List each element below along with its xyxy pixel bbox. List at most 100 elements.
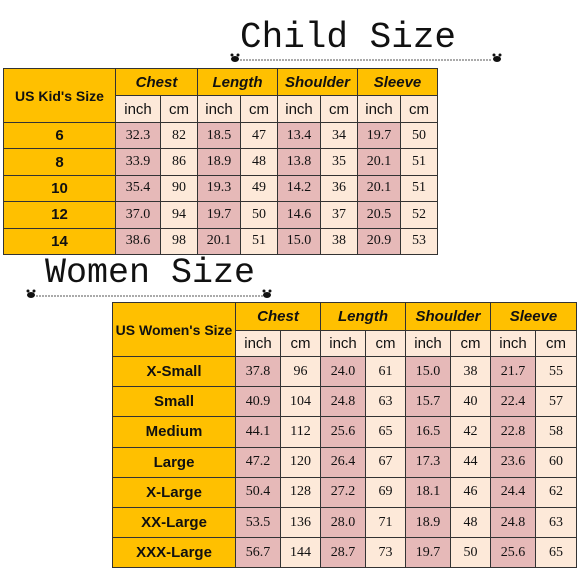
cm-value: 136 [280, 507, 321, 539]
unit-header: inch [490, 330, 536, 357]
group-header: Length [320, 302, 406, 331]
inch-value: 26.4 [320, 446, 366, 478]
inch-value: 40.9 [235, 386, 281, 418]
size-label: XXX-Large [112, 537, 236, 569]
inch-value: 21.7 [490, 356, 536, 388]
inch-value: 24.8 [490, 507, 536, 539]
cm-value: 44 [450, 446, 491, 478]
inch-value: 28.0 [320, 507, 366, 539]
cm-value: 53 [400, 227, 438, 255]
cm-value: 57 [535, 386, 577, 418]
cm-value: 61 [365, 356, 406, 388]
ornament [492, 53, 502, 62]
cm-value: 55 [535, 356, 577, 388]
inch-value: 56.7 [235, 537, 281, 569]
inch-value: 20.5 [357, 201, 401, 229]
unit-header: inch [235, 330, 281, 357]
cm-value: 47 [240, 122, 278, 150]
unit-header: cm [320, 95, 358, 123]
cm-value: 42 [450, 416, 491, 448]
group-header: Sleeve [490, 302, 577, 331]
inch-value: 37.0 [115, 201, 161, 229]
cm-value: 120 [280, 446, 321, 478]
size-label: 12 [3, 201, 116, 229]
inch-value: 28.7 [320, 537, 366, 569]
size-label: 14 [3, 227, 116, 255]
cm-value: 48 [240, 148, 278, 176]
size-label: X-Small [112, 356, 236, 388]
inch-value: 17.3 [405, 446, 451, 478]
unit-header: cm [400, 95, 438, 123]
inch-value: 24.8 [320, 386, 366, 418]
unit-header: inch [197, 95, 241, 123]
cm-value: 112 [280, 416, 321, 448]
cm-value: 65 [365, 416, 406, 448]
inch-value: 20.9 [357, 227, 401, 255]
inch-value: 47.2 [235, 446, 281, 478]
cm-value: 69 [365, 476, 406, 508]
cm-value: 82 [160, 122, 198, 150]
inch-value: 20.1 [197, 227, 241, 255]
inch-value: 22.8 [490, 416, 536, 448]
cm-value: 65 [535, 537, 577, 569]
inch-value: 19.7 [357, 122, 401, 150]
group-header: Length [197, 68, 278, 96]
cm-value: 52 [400, 201, 438, 229]
cm-value: 90 [160, 174, 198, 203]
group-header: Chest [235, 302, 321, 331]
cm-value: 37 [320, 201, 358, 229]
cm-value: 94 [160, 201, 198, 229]
size-label: 10 [3, 174, 116, 203]
inch-value: 18.1 [405, 476, 451, 508]
cm-value: 67 [365, 446, 406, 478]
unit-header: cm [280, 330, 321, 357]
inch-value: 32.3 [115, 122, 161, 150]
inch-value: 13.8 [277, 148, 321, 176]
unit-header: cm [240, 95, 278, 123]
cm-value: 63 [535, 507, 577, 539]
cm-value: 36 [320, 174, 358, 203]
corner-header: US Kid's Size [3, 68, 116, 123]
unit-header: inch [320, 330, 366, 357]
cm-value: 63 [365, 386, 406, 418]
inch-value: 15.7 [405, 386, 451, 418]
cm-value: 58 [535, 416, 577, 448]
group-header: Sleeve [357, 68, 438, 96]
size-label: 6 [3, 122, 116, 150]
cm-value: 144 [280, 537, 321, 569]
inch-value: 22.4 [490, 386, 536, 418]
group-header: Shoulder [405, 302, 491, 331]
women-title: Women Size [45, 253, 256, 293]
unit-header: cm [160, 95, 198, 123]
inch-value: 15.0 [405, 356, 451, 388]
inch-value: 19.3 [197, 174, 241, 203]
cm-value: 40 [450, 386, 491, 418]
cm-value: 48 [450, 507, 491, 539]
cm-value: 98 [160, 227, 198, 255]
size-label: X-Large [112, 476, 236, 508]
cm-value: 51 [240, 227, 278, 255]
cm-value: 51 [400, 174, 438, 203]
unit-header: cm [535, 330, 577, 357]
cm-value: 50 [400, 122, 438, 150]
cm-value: 49 [240, 174, 278, 203]
corner-header: US Women's Size [112, 302, 236, 357]
cm-value: 104 [280, 386, 321, 418]
cm-value: 38 [320, 227, 358, 255]
cm-value: 38 [450, 356, 491, 388]
ornament [230, 53, 240, 62]
cm-value: 35 [320, 148, 358, 176]
unit-header: inch [277, 95, 321, 123]
inch-value: 37.8 [235, 356, 281, 388]
inch-value: 15.0 [277, 227, 321, 255]
group-header: Shoulder [277, 68, 358, 96]
inch-value: 24.0 [320, 356, 366, 388]
ornament [26, 289, 36, 298]
size-label: XX-Large [112, 507, 236, 539]
inch-value: 20.1 [357, 174, 401, 203]
inch-value: 19.7 [197, 201, 241, 229]
cm-value: 96 [280, 356, 321, 388]
unit-header: cm [450, 330, 491, 357]
inch-value: 18.9 [405, 507, 451, 539]
